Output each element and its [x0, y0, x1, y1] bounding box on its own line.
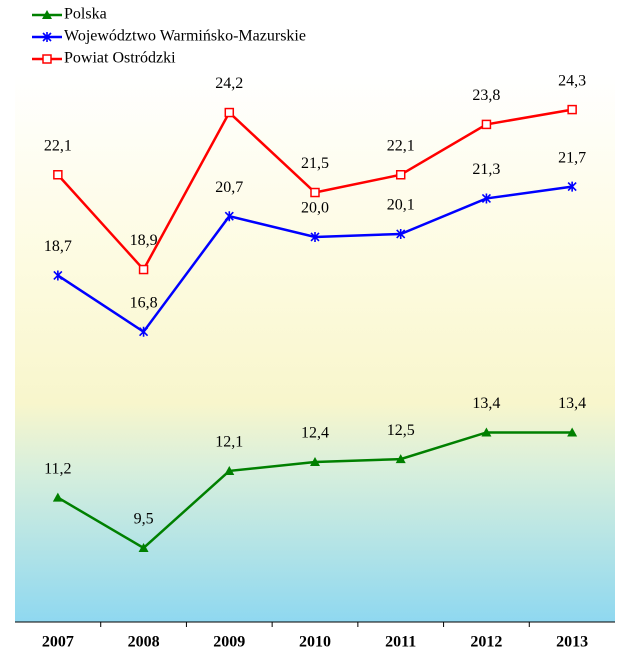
- data-point: [310, 231, 320, 242]
- data-label: 21,3: [472, 161, 500, 178]
- legend-marker: [42, 54, 52, 64]
- data-label: 12,1: [215, 434, 243, 451]
- data-label: 13,4: [472, 395, 500, 412]
- data-point: [52, 492, 63, 502]
- data-point: [396, 228, 406, 239]
- data-label: 24,3: [558, 72, 586, 89]
- data-label: 21,7: [558, 149, 586, 166]
- data-label: 22,1: [44, 137, 72, 154]
- data-point: [567, 181, 577, 192]
- data-point: [310, 187, 320, 198]
- data-label: 20,1: [387, 197, 415, 214]
- data-label: 24,2: [215, 75, 243, 92]
- data-point: [224, 107, 235, 118]
- legend-label: Powiat Ostródzki: [64, 50, 176, 67]
- data-label: 12,4: [301, 425, 329, 442]
- data-point: [481, 427, 492, 437]
- data-label: 11,2: [44, 460, 71, 477]
- data-label: 20,0: [301, 200, 329, 217]
- data-label: 20,7: [215, 179, 243, 196]
- data-point: [481, 119, 492, 130]
- data-label: 21,5: [301, 155, 329, 172]
- data-point: [53, 270, 63, 281]
- x-tick-label: 2008: [128, 634, 160, 651]
- data-label: 9,5: [134, 511, 154, 528]
- x-tick-label: 2011: [385, 634, 416, 651]
- data-point: [53, 170, 63, 180]
- data-point: [395, 170, 406, 180]
- legend-marker: [42, 32, 52, 42]
- data-point: [310, 457, 320, 467]
- x-tick-label: 2007: [42, 634, 74, 651]
- data-label: 13,4: [558, 395, 586, 412]
- data-label: 12,5: [387, 422, 415, 439]
- data-label: 16,8: [130, 294, 158, 311]
- legend-label: Polska: [64, 6, 107, 23]
- data-point: [567, 427, 578, 437]
- data-point: [224, 465, 235, 475]
- legend-label: Województwo Warmińsko-Mazurskie: [64, 28, 306, 45]
- data-label: 23,8: [472, 87, 500, 104]
- legend-marker: [42, 10, 52, 19]
- data-label: 22,1: [387, 137, 415, 154]
- x-tick-label: 2012: [470, 634, 502, 651]
- data-point: [395, 454, 406, 464]
- data-point: [224, 211, 234, 222]
- data-label: 18,7: [44, 238, 72, 255]
- data-point: [139, 326, 149, 337]
- x-tick-label: 2010: [299, 634, 331, 651]
- data-point: [481, 193, 491, 204]
- x-tick-label: 2009: [213, 634, 245, 651]
- data-point: [567, 104, 577, 115]
- data-label: 18,9: [130, 232, 158, 249]
- data-point: [138, 542, 149, 552]
- data-point: [138, 264, 149, 275]
- x-tick-label: 2013: [556, 634, 588, 651]
